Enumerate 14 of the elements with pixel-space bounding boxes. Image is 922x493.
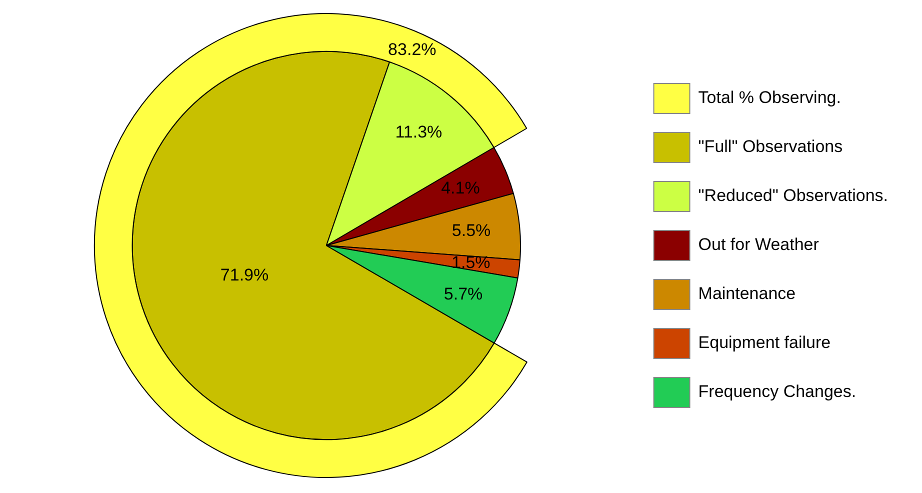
data-label: 83.2%: [388, 40, 436, 60]
legend-label: Equipment failure: [698, 333, 831, 352]
data-label: 5.5%: [452, 220, 491, 240]
data-label: 5.7%: [444, 284, 483, 304]
legend-label: Maintenance: [698, 284, 796, 304]
legend-label: "Full" Observations: [698, 137, 843, 156]
data-label: 1.5%: [452, 252, 490, 272]
legend-label: "Reduced" Observations.: [698, 186, 888, 206]
legend-label: Out for Weather: [698, 235, 820, 254]
data-label: 4.1%: [441, 178, 480, 198]
legend-label: Frequency Changes.: [698, 382, 856, 402]
data-label: 11.3%: [395, 122, 442, 142]
legend-label: Total % Observing.: [698, 88, 841, 108]
data-label: 71.9%: [220, 266, 269, 285]
